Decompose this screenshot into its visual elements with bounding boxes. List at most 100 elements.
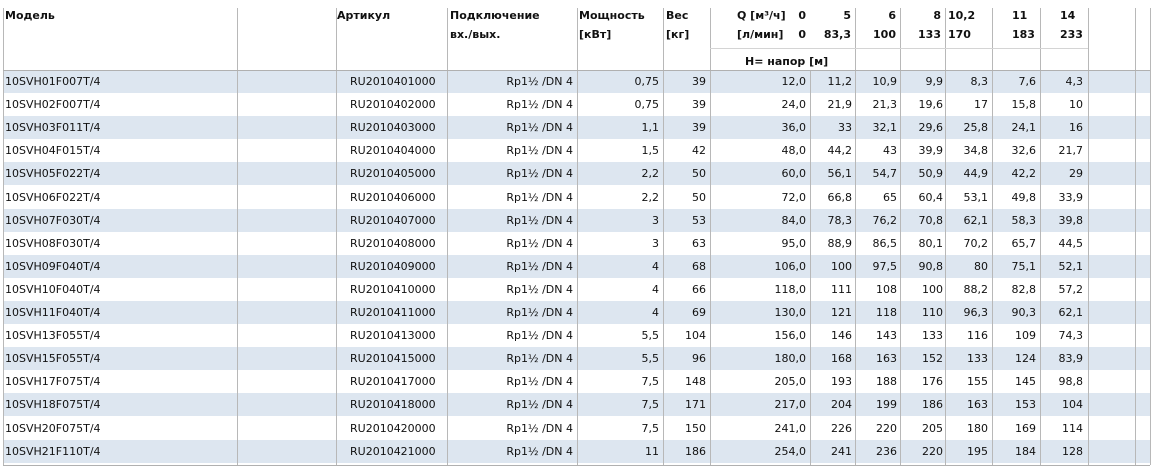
value-cell: 226 xyxy=(831,421,852,435)
value-cell: 100 xyxy=(922,282,943,296)
model-cell: 10SVH13F055T/4 xyxy=(5,329,101,343)
value-cell: Rp1½ /DN 4 xyxy=(506,421,573,435)
value-cell: 186 xyxy=(922,398,943,412)
flow-value: 8 xyxy=(933,9,941,22)
value-cell: 163 xyxy=(967,398,988,412)
value-cell: 60,0 xyxy=(781,167,807,181)
header-line xyxy=(3,70,1150,71)
value-cell: 1,1 xyxy=(641,121,660,135)
value-cell: 184 xyxy=(1015,444,1036,458)
value-cell: 42 xyxy=(692,144,706,158)
value-cell: 42,2 xyxy=(1011,167,1037,181)
value-cell: 17 xyxy=(974,98,988,112)
value-cell: 39,9 xyxy=(918,144,944,158)
value-cell: 65,7 xyxy=(1011,236,1037,250)
model-cell: 10SVH21F110T/4 xyxy=(5,444,101,458)
column-line xyxy=(1088,8,1089,465)
value-cell: 50 xyxy=(692,190,706,204)
flow-value: 11 xyxy=(1012,9,1028,22)
value-cell: 80 xyxy=(974,259,988,273)
value-cell: 4 xyxy=(652,306,659,319)
value-cell: 145 xyxy=(1015,375,1036,389)
value-cell: 176 xyxy=(922,375,943,389)
column-line xyxy=(810,70,811,465)
column-line xyxy=(237,8,238,465)
value-cell: 24,0 xyxy=(781,98,807,112)
value-cell: 7,5 xyxy=(641,421,660,435)
value-cell: 0,75 xyxy=(634,75,660,88)
article-cell: RU2010401000 xyxy=(350,75,436,88)
value-cell: 4 xyxy=(652,282,659,296)
article-cell: RU2010409000 xyxy=(350,259,436,273)
article-cell: RU2010402000 xyxy=(350,98,436,112)
value-cell: 33,9 xyxy=(1058,190,1084,204)
value-cell: 104 xyxy=(685,329,706,343)
value-cell: 241,0 xyxy=(774,421,807,435)
value-cell: Rp1½ /DN 4 xyxy=(506,398,573,412)
value-cell: 116 xyxy=(967,329,988,343)
value-cell: 29,6 xyxy=(918,121,944,135)
column-line xyxy=(336,8,337,465)
row-band xyxy=(3,254,1150,278)
value-cell: 5,5 xyxy=(641,352,660,366)
value-cell: 49,8 xyxy=(1011,190,1037,204)
value-cell: 171 xyxy=(685,398,706,412)
model-cell: 10SVH03F011T/4 xyxy=(5,121,101,135)
value-cell: 74,3 xyxy=(1058,329,1084,343)
model-cell: 10SVH15F055T/4 xyxy=(5,352,101,366)
model-cell: 10SVH06F022T/4 xyxy=(5,190,101,204)
value-cell: 96,3 xyxy=(963,306,989,319)
model-cell: 10SVH04F015T/4 xyxy=(5,144,101,158)
value-cell: 133 xyxy=(967,352,988,366)
flow-value: 133 xyxy=(918,28,941,41)
row-band xyxy=(3,116,1150,140)
value-cell: 150 xyxy=(685,421,706,435)
row-band xyxy=(3,208,1150,232)
value-cell: 4 xyxy=(652,259,659,273)
value-cell: 50,9 xyxy=(918,167,944,181)
value-cell: 70,2 xyxy=(963,236,989,250)
value-cell: 204 xyxy=(831,398,852,412)
value-cell: 188 xyxy=(876,375,897,389)
value-cell: Rp1½ /DN 4 xyxy=(506,236,573,250)
value-cell: 121 xyxy=(831,306,852,319)
value-cell: 193 xyxy=(831,375,852,389)
value-cell: 11 xyxy=(645,444,659,458)
value-cell: 62,1 xyxy=(1058,306,1084,319)
value-cell: Rp1½ /DN 4 xyxy=(506,259,573,273)
value-cell: 11,2 xyxy=(827,75,853,88)
flow-value: 10,2 xyxy=(948,9,976,22)
model-cell: 10SVH09F040T/4 xyxy=(5,259,101,273)
value-cell: 25,8 xyxy=(963,121,989,135)
value-cell: 114 xyxy=(1062,421,1083,435)
bottom-line xyxy=(3,464,1150,466)
flow-value: 170 xyxy=(948,28,971,41)
value-cell: 133 xyxy=(922,329,943,343)
value-cell: 96 xyxy=(692,352,706,366)
value-cell: 152 xyxy=(922,352,943,366)
value-cell: Rp1½ /DN 4 xyxy=(506,375,573,389)
value-cell: 110 xyxy=(922,306,943,319)
value-cell: 44,9 xyxy=(963,167,989,181)
value-cell: 8,3 xyxy=(970,75,989,88)
row-band xyxy=(3,70,1150,94)
value-cell: 53 xyxy=(692,213,706,227)
value-cell: 153 xyxy=(1015,398,1036,412)
model-cell: 10SVH10F040T/4 xyxy=(5,282,101,296)
flow-value: 6 xyxy=(888,9,896,22)
value-cell: 21,9 xyxy=(827,98,853,112)
value-cell: 39 xyxy=(692,75,706,88)
row-band xyxy=(3,439,1150,463)
value-cell: 88,2 xyxy=(963,282,989,296)
value-cell: Rp1½ /DN 4 xyxy=(506,75,573,88)
value-cell: 56,1 xyxy=(827,167,853,181)
value-cell: 3 xyxy=(652,236,659,250)
value-cell: 70,8 xyxy=(918,213,944,227)
value-cell: 7,5 xyxy=(641,375,660,389)
header-flow-label: [л/мин] xyxy=(737,28,784,41)
article-cell: RU2010408000 xyxy=(350,236,436,250)
article-cell: RU2010407000 xyxy=(350,213,436,227)
value-cell: 76,2 xyxy=(872,213,898,227)
value-cell: 50 xyxy=(692,167,706,181)
model-cell: 10SVH11F040T/4 xyxy=(5,306,101,319)
